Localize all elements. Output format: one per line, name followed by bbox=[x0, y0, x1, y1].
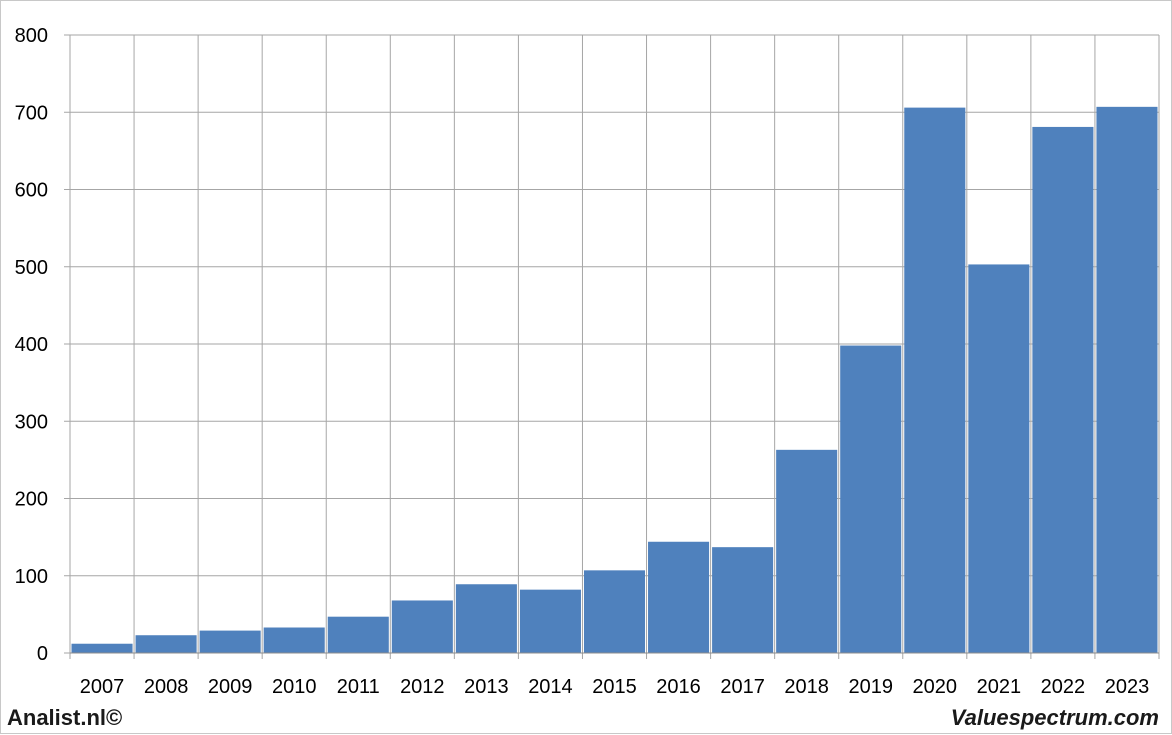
footer-brand-left: Analist.nl© bbox=[7, 705, 123, 730]
bar bbox=[840, 345, 902, 653]
bar bbox=[455, 584, 517, 653]
bar bbox=[968, 264, 1030, 653]
y-tick-label: 500 bbox=[15, 257, 48, 279]
y-tick-label: 600 bbox=[15, 180, 48, 202]
label-layer: 0 100 200 300 400 500 600 700 800 2007 2008 2009 201… bbox=[15, 25, 1150, 698]
bar bbox=[135, 635, 197, 653]
y-tick-label: 700 bbox=[15, 102, 48, 124]
y-tick-label: 100 bbox=[15, 566, 48, 588]
x-tick-label: 2018 bbox=[784, 676, 829, 698]
x-tick-label: 2011 bbox=[337, 676, 380, 698]
x-tick-label: 2022 bbox=[1041, 676, 1086, 698]
bar bbox=[1096, 106, 1158, 653]
y-tick-label: 400 bbox=[15, 334, 48, 356]
bar bbox=[1032, 126, 1094, 654]
bar bbox=[263, 627, 325, 653]
x-tick-label: 2014 bbox=[528, 676, 573, 698]
x-tick-label: 2020 bbox=[913, 676, 958, 698]
bar bbox=[71, 643, 133, 653]
bar bbox=[904, 107, 966, 654]
y-tick-label: 800 bbox=[15, 25, 48, 47]
grid-layer bbox=[69, 34, 1160, 659]
y-tick-label: 300 bbox=[15, 411, 48, 433]
x-tick-label: 2016 bbox=[656, 676, 701, 698]
bar bbox=[519, 589, 581, 653]
x-tick-label: 2019 bbox=[848, 676, 893, 698]
bar bbox=[327, 616, 389, 653]
x-tick-label: 2017 bbox=[720, 676, 765, 698]
bar bbox=[712, 547, 774, 653]
y-tick-label: 200 bbox=[15, 489, 48, 511]
x-tick-label: 2008 bbox=[144, 676, 189, 698]
x-tick-label: 2010 bbox=[272, 676, 317, 698]
bar-layer bbox=[71, 106, 1158, 654]
bar bbox=[199, 630, 261, 653]
bar bbox=[648, 541, 710, 653]
x-tick-label: 2015 bbox=[592, 676, 637, 698]
x-tick-label: 2023 bbox=[1105, 676, 1150, 698]
x-tick-label: 2009 bbox=[208, 676, 253, 698]
bar bbox=[391, 600, 453, 653]
x-tick-label: 2021 bbox=[977, 676, 1022, 698]
y-tick-label: 0 bbox=[37, 643, 48, 665]
x-tick-label: 2007 bbox=[80, 676, 125, 698]
footer-brand-right: Valuespectrum.com bbox=[950, 705, 1159, 730]
x-tick-label: 2013 bbox=[464, 676, 509, 698]
bar bbox=[776, 449, 838, 653]
axis-layer bbox=[64, 34, 1159, 654]
x-tick-label: 2012 bbox=[400, 676, 445, 698]
bar bbox=[583, 570, 646, 653]
